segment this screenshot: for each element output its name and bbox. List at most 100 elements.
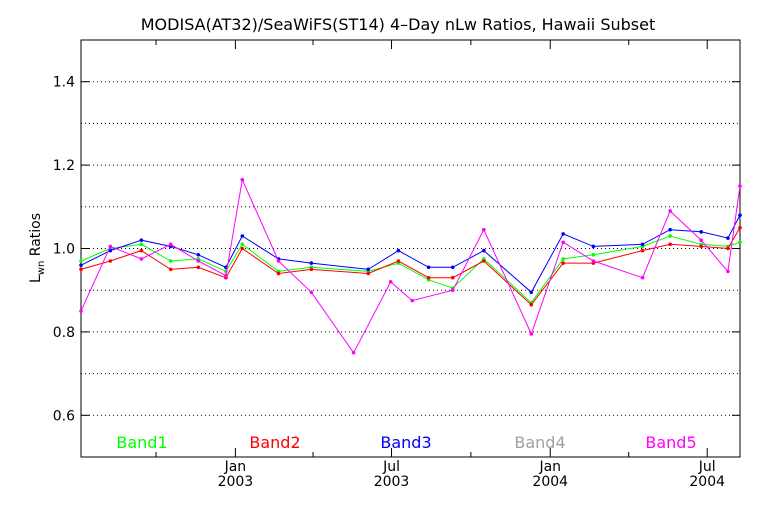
band3-point [450, 265, 455, 270]
band5-point [591, 259, 596, 263]
legend-band4: Band4 [514, 433, 565, 452]
band3-point [240, 234, 245, 238]
band2-point [366, 271, 371, 276]
band5-point [699, 238, 703, 242]
band5-point [388, 280, 393, 284]
band3-point [591, 244, 596, 249]
y-axis-label-main: L [28, 275, 44, 283]
band2-point [699, 244, 703, 249]
grid-lines [81, 81, 740, 416]
legend-band5: Band5 [645, 433, 696, 452]
band1-point [240, 242, 245, 247]
band3-line [80, 214, 741, 294]
band2-point [79, 267, 83, 272]
x-tick-label-year: 2003 [374, 474, 410, 490]
y-tick-label: 0.6 [53, 408, 75, 424]
band2-point [276, 271, 281, 276]
band5-point [276, 259, 281, 263]
legend-band3: Band3 [380, 433, 431, 452]
band3-point [79, 263, 83, 267]
y-axis-label-subscript: wn [36, 261, 47, 276]
band5-point [561, 240, 565, 245]
y-axis-tick-labels: 0.6 0.8 1.0 1.2 1.4 [53, 75, 75, 425]
band1-point [738, 240, 742, 245]
x-tick-label-month: Jan [538, 459, 561, 475]
y-axis-label: Lwn Ratios [28, 213, 47, 283]
series-lines [79, 177, 742, 355]
band3-point [561, 232, 565, 236]
band3-point [396, 248, 401, 253]
band5-point [410, 298, 415, 303]
band5-point [168, 242, 173, 247]
x-tick-label-year: 2004 [532, 474, 568, 490]
x-tick-label-month: Jul [698, 459, 716, 475]
band3-point [482, 248, 486, 253]
band3-point [139, 238, 144, 242]
band2-point [450, 275, 455, 280]
y-axis-label-rest: Ratios [28, 213, 44, 261]
band5-point [139, 257, 144, 261]
x-tick-label-month: Jul [382, 459, 400, 475]
band5-point [224, 273, 228, 278]
band3-point [196, 252, 201, 257]
band2-point [738, 225, 742, 230]
band2-point [668, 242, 672, 247]
band5-point [309, 290, 314, 295]
band2-point [426, 275, 431, 280]
legend: Band1 Band2 Band3 Band4 Band5 [116, 433, 696, 452]
band3-point [640, 242, 645, 247]
band2-point [108, 259, 113, 263]
band2-line [80, 227, 741, 306]
x-tick-label-month: Jan [224, 459, 247, 475]
band1-point [168, 259, 173, 263]
band2-point [396, 259, 401, 263]
band2-point [240, 246, 245, 251]
band3-point [108, 248, 113, 253]
band3-point [309, 261, 314, 265]
legend-band1: Band1 [116, 433, 167, 452]
band3-point [726, 236, 730, 240]
band5-point [79, 309, 83, 313]
band3-point [699, 230, 703, 234]
band5-point [529, 332, 534, 336]
band5-point [351, 350, 356, 355]
band2-point [482, 259, 486, 263]
band2-point [168, 267, 173, 272]
band2-point [139, 248, 144, 253]
band3-point [426, 265, 431, 270]
band2-point [561, 261, 565, 265]
x-tick-label-year: 2004 [689, 474, 725, 490]
band5-line [80, 177, 741, 354]
band1-point [668, 234, 672, 238]
x-tick-label-year: 2003 [218, 474, 254, 490]
band3-point [366, 267, 371, 272]
band2-point [309, 267, 314, 272]
band2-point [529, 302, 534, 307]
band5-point [640, 275, 645, 280]
band5-point [726, 269, 730, 274]
legend-band2: Band2 [249, 433, 300, 452]
band1-line [80, 235, 741, 304]
band5-point [738, 184, 742, 188]
y-tick-label: 1.2 [53, 158, 75, 174]
band2-point [726, 246, 730, 251]
band1-point [561, 257, 565, 261]
band3-point [668, 227, 672, 232]
axis-ticks [81, 40, 740, 457]
band3-point [738, 213, 742, 217]
band2-point [640, 248, 645, 253]
band3-point [529, 290, 534, 295]
band1-point [591, 252, 596, 257]
band5-point [450, 288, 455, 293]
band5-point [196, 259, 201, 263]
band5-point [108, 244, 113, 249]
band5-point [668, 209, 672, 213]
band2-point [196, 265, 201, 270]
band5-point [482, 227, 486, 232]
y-tick-label: 1.4 [53, 75, 75, 91]
chart-title: MODISA(AT32)/SeaWiFS(ST14) 4–Day nLw Rat… [141, 15, 655, 34]
band5-point [240, 177, 245, 182]
y-tick-label: 0.8 [53, 325, 75, 341]
